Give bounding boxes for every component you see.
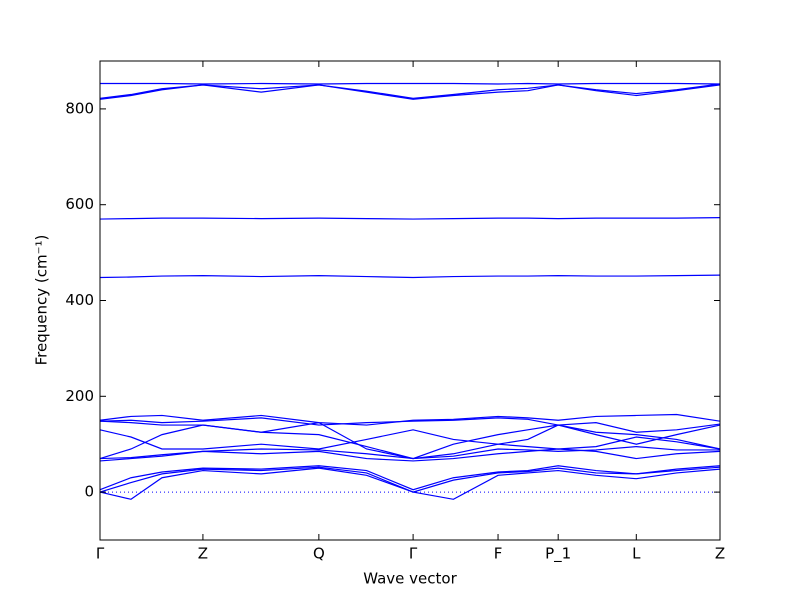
x-tick-label: Q — [313, 545, 325, 563]
band-line — [99, 448, 721, 462]
x-tick-label: Z — [715, 545, 725, 563]
x-axis-label: Wave vector — [363, 570, 457, 588]
band-line — [99, 274, 721, 279]
x-tick-label: Z — [198, 545, 208, 563]
band-line — [99, 422, 721, 460]
x-tick-label: F — [494, 545, 503, 563]
band-line — [99, 429, 721, 450]
band-line — [99, 466, 721, 493]
x-tick-label: Γ — [409, 545, 418, 563]
x-tick-label: P_1 — [545, 545, 571, 564]
x-tick-label: L — [632, 545, 641, 563]
y-tick-label: 400 — [65, 291, 94, 309]
y-tick-label: 800 — [65, 99, 94, 117]
y-axis-label: Frequency (cm⁻¹) — [33, 235, 51, 366]
band-line — [99, 217, 721, 220]
band-line — [99, 420, 721, 460]
y-tick-label: 0 — [84, 483, 94, 501]
band-line — [99, 467, 721, 500]
band-line — [99, 83, 721, 99]
y-tick-label: 600 — [65, 195, 94, 213]
x-tick-label: Γ — [96, 545, 105, 563]
y-tick-label: 200 — [65, 387, 94, 405]
band-line — [99, 465, 721, 491]
band-line — [99, 417, 721, 433]
plot-frame — [99, 60, 721, 541]
band-line — [99, 445, 720, 460]
band-line — [99, 413, 721, 426]
